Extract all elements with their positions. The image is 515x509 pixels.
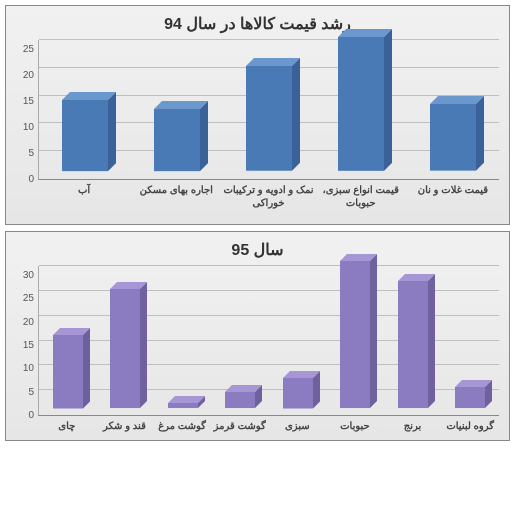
x-tick-label: قیمت غلات و نان — [407, 180, 499, 220]
bar-group: 6.1 — [269, 372, 327, 416]
y-tick: 5 — [16, 388, 34, 398]
bars-container: 11.923.918.711.112.7 — [39, 40, 499, 179]
bar — [62, 108, 108, 179]
x-tick-label: گروه لبنیات — [441, 416, 499, 436]
bar — [430, 112, 476, 179]
bar-group: 23.9 — [315, 32, 407, 179]
bar-group: 4.2 — [442, 381, 500, 415]
y-tick: 20 — [16, 71, 34, 81]
bar — [110, 296, 140, 415]
y-tick: 30 — [16, 271, 34, 281]
x-tick-label: گوشت مرغ — [153, 416, 211, 436]
x-tick-label: آب — [38, 180, 130, 220]
y-tick: 10 — [16, 123, 34, 133]
bar — [283, 385, 313, 416]
bar-group: 23.8 — [97, 283, 155, 415]
y-tick: 5 — [16, 149, 34, 159]
x-tick-label: نمک و ادویه و ترکیبات خوراکی — [222, 180, 314, 220]
bar-group: 11.9 — [407, 99, 499, 179]
bars-container: 4.225.429.46.13.2123.814.7 — [39, 266, 499, 415]
x-tick-label: برنج — [384, 416, 442, 436]
x-axis: قیمت غلات و نانقیمت انواع سبزی، حبوباتنم… — [38, 180, 499, 220]
y-tick: 0 — [16, 411, 34, 421]
x-tick-label: قیمت انواع سبزی، حبوبات — [315, 180, 407, 220]
y-axis: 051015202530 — [16, 266, 38, 416]
bar-group: 1 — [154, 397, 212, 415]
bar — [338, 45, 384, 179]
x-tick-label: چای — [38, 416, 96, 436]
bar-group: 11.1 — [131, 104, 223, 179]
x-axis: گروه لبنیاتبرنجحبوباتسبزیگوشت قرمزگوشت م… — [38, 416, 499, 436]
chart-panel: سال 95 0 5 10 15 20 25 30 4.225.429.46.13.2123.8… — [5, 231, 510, 441]
bar-group: 18.7 — [223, 61, 315, 179]
plot-area: 4.225.429.46.13.2123.814.7 — [38, 266, 499, 416]
bar — [455, 394, 485, 415]
chart-title: رشد قیمت کالاها در سال 94 — [16, 14, 499, 34]
bar — [168, 410, 198, 415]
y-tick: 20 — [16, 318, 34, 328]
y-tick: 0 — [16, 175, 34, 185]
y-tick: 25 — [16, 45, 34, 55]
x-tick-label: حبوبات — [326, 416, 384, 436]
bar — [53, 342, 83, 416]
y-tick: 15 — [16, 341, 34, 351]
bar-group: 14.7 — [39, 329, 97, 416]
bar-group: 12.7 — [39, 95, 131, 179]
bar — [225, 399, 255, 415]
x-tick-label: اجاره بهای مسکن — [130, 180, 222, 220]
bar-group: 25.4 — [384, 275, 442, 415]
bar-group: 3.2 — [212, 386, 270, 415]
bar — [340, 268, 370, 415]
bar — [246, 74, 292, 179]
x-tick-label: سبزی — [269, 416, 327, 436]
x-tick-label: قند و شکر — [96, 416, 154, 436]
bar-group: 29.4 — [327, 255, 385, 415]
chart-panel: رشد قیمت کالاها در سال 94 0 5 10 15 20 25 11.92… — [5, 5, 510, 225]
y-tick: 25 — [16, 294, 34, 304]
y-axis: 0510152025 — [16, 40, 38, 180]
y-tick: 15 — [16, 97, 34, 107]
y-tick: 10 — [16, 364, 34, 374]
plot-area: 11.923.918.711.112.7 — [38, 40, 499, 180]
bar — [154, 117, 200, 179]
chart-title: سال 95 — [16, 240, 499, 260]
bar — [398, 288, 428, 415]
x-tick-label: گوشت قرمز — [211, 416, 269, 436]
